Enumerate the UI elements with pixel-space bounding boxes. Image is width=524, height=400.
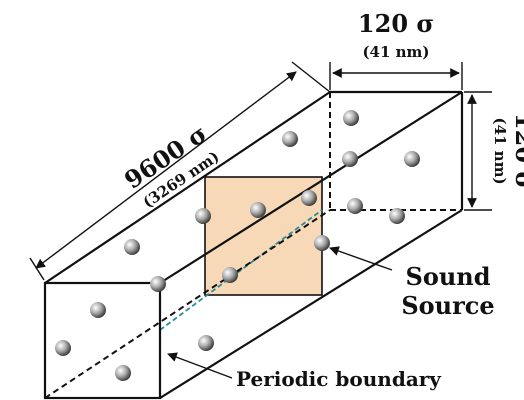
periodic-boundary-label: Periodic boundary	[236, 367, 442, 391]
sound-source-label: Source	[401, 291, 494, 320]
height-value: 120 σ	[510, 113, 524, 189]
height-subvalue: (41 nm)	[491, 117, 509, 184]
width-dimension	[329, 62, 463, 90]
periodic-boundary-pointer	[167, 352, 233, 379]
width-subvalue: (41 nm)	[362, 43, 429, 61]
length-dimension	[29, 61, 331, 281]
width-value: 120 σ	[358, 9, 434, 38]
sound-source-label: Sound	[405, 262, 490, 291]
height-dimension	[464, 91, 492, 211]
sound-source-pointer	[329, 246, 393, 271]
